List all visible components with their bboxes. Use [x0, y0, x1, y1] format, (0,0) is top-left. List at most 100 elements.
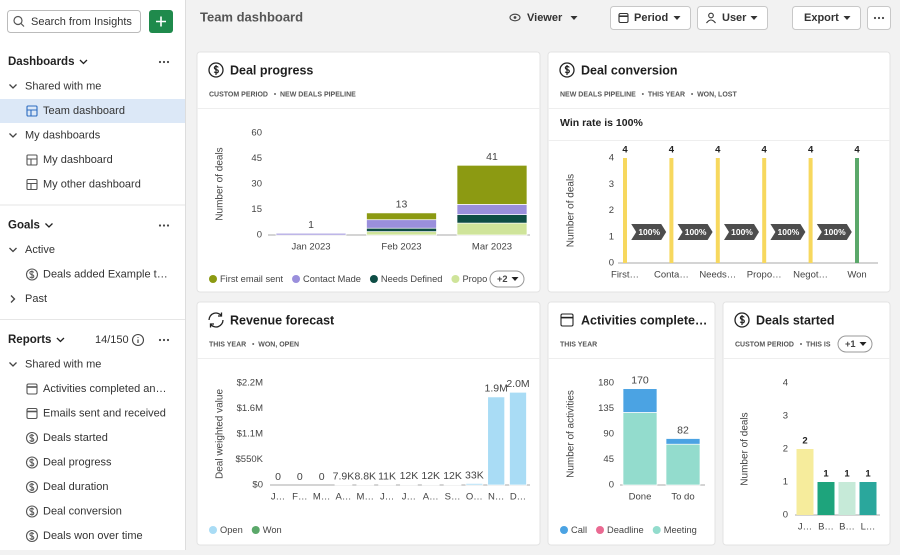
x-tick-label: Needs… [699, 270, 736, 281]
x-tick-label: Mar 2023 [472, 242, 512, 253]
more-icon [159, 339, 161, 341]
nav-item[interactable]: Deals added Example t… [43, 268, 168, 280]
card-subtitle: WON, LOST [697, 91, 737, 98]
card-title[interactable]: Deals started [756, 313, 835, 327]
y-tick-label: 180 [598, 378, 614, 389]
more-icon [163, 339, 165, 341]
card-subtitle: THIS YEAR [209, 341, 246, 348]
bar-segment [669, 158, 673, 263]
value-label: 2 [802, 436, 807, 447]
value-label: 0 [297, 471, 303, 483]
more-icon [163, 224, 165, 226]
y-tick-label: $0 [252, 480, 263, 491]
x-tick-label: J… [798, 522, 812, 533]
nav-item[interactable]: Activities completed an… [43, 383, 167, 395]
group-label[interactable]: Shared with me [25, 80, 101, 92]
nav-item[interactable]: Emails sent and received [43, 407, 166, 419]
x-tick-label: First… [611, 270, 639, 281]
value-label: 41 [486, 151, 498, 163]
value-label: 0 [319, 471, 325, 483]
x-tick-label: Propo… [747, 270, 782, 281]
x-tick-label: N… [488, 492, 504, 503]
nav-item[interactable]: Deals won over time [43, 530, 143, 542]
card-title[interactable]: Deal conversion [581, 63, 678, 77]
value-label: 4 [669, 145, 675, 156]
conversion-label: 100% [685, 227, 707, 237]
y-tick-label: $2.2M [237, 378, 263, 389]
value-label: 13 [396, 199, 408, 211]
value-label: 0 [275, 471, 281, 483]
group-label[interactable]: Active [25, 244, 55, 256]
legend-swatch [209, 526, 217, 534]
more-icon [167, 339, 169, 341]
group-label[interactable]: My dashboards [25, 129, 101, 141]
legend-label[interactable]: First email sent [220, 274, 283, 284]
conversion-label: 100% [731, 227, 753, 237]
bar-segment [839, 482, 856, 515]
legend-label[interactable]: Open [220, 525, 243, 535]
card-subtitle: NEW DEALS PIPELINE [560, 91, 636, 98]
x-tick-label: J… [402, 492, 416, 503]
bar-segment [797, 449, 814, 515]
card-subtitle: NEW DEALS PIPELINE [280, 91, 356, 98]
y-tick-label: 15 [251, 204, 262, 215]
section-title[interactable]: Dashboards [8, 56, 74, 68]
eye-icon [514, 16, 517, 19]
legend-label[interactable]: Meeting [664, 525, 697, 535]
card-title[interactable]: Activities complete… [581, 313, 707, 327]
more-pill-label: +2 [497, 274, 508, 284]
section-title[interactable]: Goals [8, 220, 40, 232]
legend-label[interactable]: Deadline [607, 525, 644, 535]
value-label: 1 [308, 219, 314, 231]
value-label: 2.0M [506, 378, 529, 390]
nav-item[interactable]: Team dashboard [43, 105, 125, 117]
bar-segment [400, 484, 417, 485]
subtitle-separator [252, 343, 254, 345]
y-tick-label: 3 [609, 179, 614, 190]
header-button-label: Period [634, 12, 668, 24]
bar-segment [623, 389, 657, 413]
legend-label[interactable]: Call [571, 525, 587, 535]
bar-segment [510, 392, 527, 485]
legend-label[interactable]: Contact Made [303, 274, 361, 284]
y-tick-label: 30 [251, 179, 262, 190]
section-title[interactable]: Reports [8, 334, 51, 346]
nav-item[interactable]: Deals started [43, 432, 108, 444]
view-mode[interactable]: Viewer [527, 12, 563, 24]
y-tick-label: 0 [609, 258, 614, 269]
legend-swatch [560, 526, 568, 534]
header-button-label: User [722, 12, 747, 24]
more-pill-label: +1 [845, 339, 856, 349]
x-tick-label: M… [357, 492, 374, 503]
bar-segment [367, 232, 437, 235]
subtitle-separator [800, 343, 802, 345]
value-label: 1 [844, 469, 850, 480]
more-icon [159, 61, 161, 63]
nav-item[interactable]: Deal conversion [43, 505, 122, 517]
group-label[interactable]: Shared with me [25, 358, 101, 370]
nav-item[interactable]: My dashboard [43, 154, 113, 166]
legend-label[interactable]: Won [263, 525, 282, 535]
legend-swatch [653, 526, 661, 534]
conversion-label: 100% [778, 227, 800, 237]
subtitle-separator [642, 93, 644, 95]
legend-label[interactable]: Needs Defined [381, 274, 443, 284]
legend-label[interactable]: Propo [462, 274, 487, 284]
bar-segment [379, 484, 396, 485]
dashboard-title: Team dashboard [200, 9, 303, 24]
value-label: 82 [677, 424, 689, 436]
x-tick-label: L… [861, 522, 876, 533]
y-tick-label: 3 [783, 411, 788, 422]
nav-item[interactable]: Deal duration [43, 481, 108, 493]
group-label[interactable]: Past [25, 293, 47, 305]
y-tick-label: $1.1M [237, 429, 263, 440]
value-label: 12K [400, 470, 419, 482]
nav-item[interactable]: My other dashboard [43, 178, 141, 190]
nav-item[interactable]: Deal progress [43, 456, 112, 468]
card-title[interactable]: Deal progress [230, 63, 313, 77]
x-tick-label: To do [671, 492, 694, 503]
card-title[interactable]: Revenue forecast [230, 313, 335, 327]
legend-swatch [252, 526, 260, 534]
bar-segment [367, 228, 437, 231]
x-tick-label: B… [839, 522, 855, 533]
